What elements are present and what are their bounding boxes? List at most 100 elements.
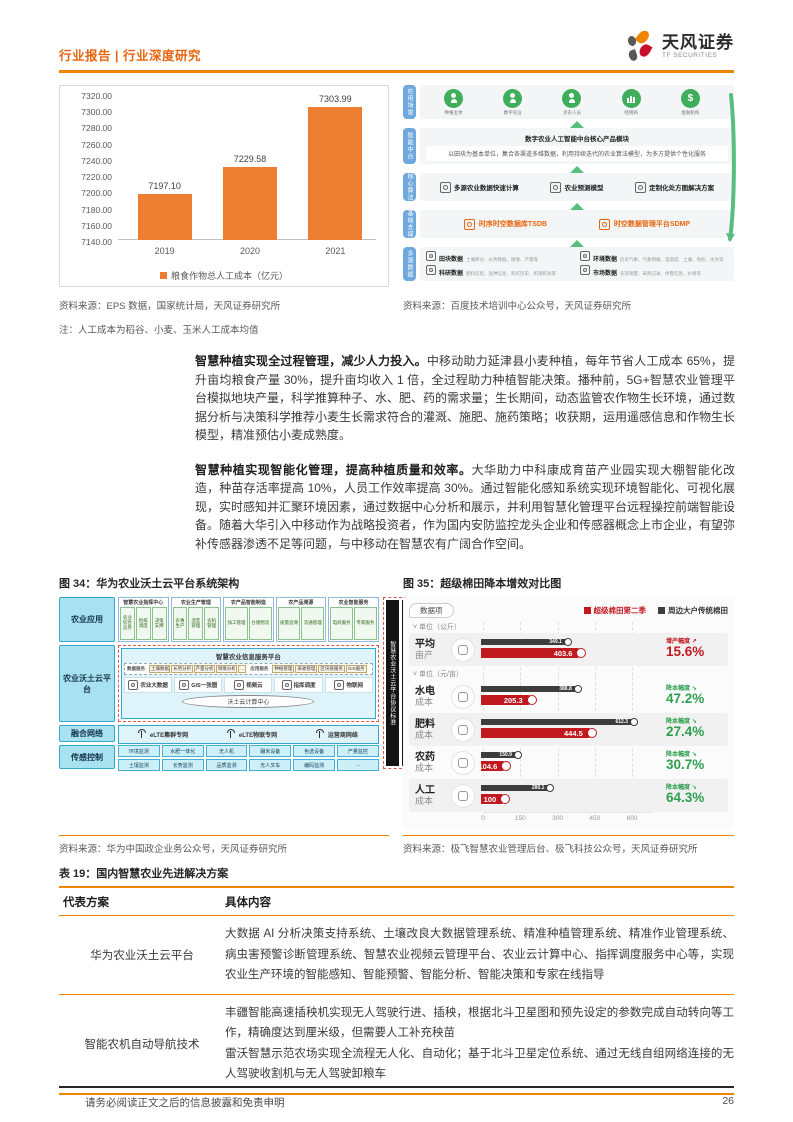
capability-item: 物联网 xyxy=(324,677,373,694)
sensor-chip: 无人叉车 xyxy=(249,759,292,771)
network-label: 运营商网络 xyxy=(327,733,358,739)
infrastructure-row: 基础支撑 时序时空数据库TSDB 时空数据管理平台SDMP xyxy=(403,210,734,238)
paragraph-text: 大华助力中科康成育苗产业园实现大棚智能化改造，种苗存活率提高 10%，人员工作效… xyxy=(195,462,736,551)
compute-center: 沃土云计算中心 xyxy=(182,695,315,709)
infra-label: 时空数据管理平台SDMP xyxy=(613,221,691,228)
legend-super-cotton: 超级棉田第二季 xyxy=(583,605,646,616)
chart-note: 注：人工成本为稻谷、小麦、玉米人工成本均值 xyxy=(59,325,259,336)
scale-icon xyxy=(451,637,475,662)
traditional-bar: 612.3 xyxy=(481,718,638,726)
chart-icon xyxy=(621,89,641,108)
grain-cost-chart-plot: 7320.00 7300.00 7280.00 7260.00 7240.00 7220.… xyxy=(68,91,380,262)
cotton-metric-row: 水电 成本 388.8 205.3 降本幅度 ↘ 47.2% xyxy=(409,680,728,713)
super-value-label: 444.5 xyxy=(563,729,583,738)
brand-text: 天风证券 TF SECURITIES xyxy=(662,34,734,60)
application-submodule: 电商服务 xyxy=(330,607,353,641)
badge-percentage: 15.6% xyxy=(666,644,705,660)
fig35-column: 图 35：超级棉田降本增效对比图 数据项 超级棉田第二季 周边大户传统棉田 ˅ … xyxy=(403,575,734,855)
grain-cost-chart: 7320.00 7300.00 7280.00 7260.00 7240.00 7220.… xyxy=(59,85,389,287)
database-icon xyxy=(598,218,610,230)
data-item-button[interactable]: 数据项 xyxy=(409,603,454,618)
table-cell-scheme: 华为农业沃土云平台 xyxy=(90,949,194,962)
header-divider xyxy=(59,70,734,73)
solutions-table-body: 华为农业沃土云平台 大数据 AI 分析决策支持系统、土壤改良大数据管理系统、精准种… xyxy=(59,916,734,1093)
fertilizer-icon xyxy=(451,717,475,742)
layer-label: 融合网络 xyxy=(59,725,115,742)
algorithm-label: 农业预测模型 xyxy=(564,185,604,192)
converged-network-row-body: eLTE集群专网 eLTE物联专网 运营商网络 xyxy=(118,725,379,744)
section-pill: 应用场景 xyxy=(403,85,416,119)
y-axis-tick-label: 7260.00 xyxy=(81,139,112,150)
network-item: eLTE集群专网 xyxy=(137,729,188,739)
up-arrow-icon xyxy=(420,164,734,173)
brand-logo: 天风证券 TF SECURITIES xyxy=(626,28,734,64)
water-icon xyxy=(451,684,475,709)
cloud-platform-row: 农业沃土云平台 智慧农业信息服务平台 数据服务 土壤数据 长势分析 产量分析 墒情分析… 应用… xyxy=(59,645,379,722)
layer-label: 传感控制 xyxy=(59,745,115,769)
fig35-source: 资料来源：极飞智慧农业管理后台、极飞科技公众号，天风证券研究所 xyxy=(403,835,734,855)
core-algorithm-row: 核心算法 多源农业数据快速计算 农业预测模型 定制化处方图解决方案 xyxy=(403,173,734,201)
infra-label: 时序时空数据库TSDB xyxy=(478,221,547,228)
x-axis: 0 150 300 450 600 xyxy=(481,812,652,826)
y-axis-tick-label: 7300.00 xyxy=(81,107,112,118)
capability-item: GIS一张图 xyxy=(174,677,223,694)
table-header-scheme: 代表方案 xyxy=(63,897,109,909)
metric-label: 平均 亩产 xyxy=(409,639,449,661)
metric-bars: 612.3 444.5 xyxy=(481,713,652,746)
application-submodule: 专家服务 xyxy=(353,607,377,641)
metric-label-line2: 成本 xyxy=(415,763,434,774)
up-arrow-icon xyxy=(420,201,734,210)
fig35-title: 图 35：超级棉田降本增效对比图 xyxy=(403,578,562,590)
change-badge: 降本幅度 ↘ 27.4% xyxy=(652,719,728,740)
application-submodule: 农事生产 xyxy=(172,607,188,641)
application-module-title: 农产品智能制造 xyxy=(230,600,266,606)
source-row: 资料来源：EPS 数据，国家统计局，天风证券研究所 资料来源：百度技术培训中心公… xyxy=(59,298,734,312)
sensor-chip: 无人机 xyxy=(205,745,248,757)
service-chip: 长势分析 xyxy=(171,665,193,674)
y-axis-tick-label: 7220.00 xyxy=(81,172,112,183)
up-arrow-icon xyxy=(420,119,734,128)
badge-percentage: 27.4% xyxy=(666,724,705,740)
section-pill: 多源数据 xyxy=(403,247,416,281)
super-cotton-bar: 104.6 xyxy=(478,761,512,771)
table-content-paragraph: 大数据 AI 分析决策支持系统、土壤改良大数据管理系统、精准种植管理系统、精准作… xyxy=(225,928,734,981)
sensor-chip: 色选设备 xyxy=(293,745,335,757)
network-item: 运营商网络 xyxy=(315,729,358,739)
service-chip: … xyxy=(238,665,247,674)
algorithm-label: 定制化处方图解决方案 xyxy=(649,185,715,192)
sensor-row: 土壤监测 长势监测 品质监测 无人叉车 编码监测… xyxy=(118,759,379,771)
data-source-desc: 肥料信息、品种信息、购买历史、积温积光等 xyxy=(466,271,557,276)
module-icon xyxy=(550,181,562,193)
metric-label-line2: 成本 xyxy=(415,730,434,741)
metric-bars: 349.1 403.6 xyxy=(481,633,652,666)
brand-name-en: TF SECURITIES xyxy=(662,52,718,60)
metric-label-line1: 人工 xyxy=(415,784,435,796)
brand-name-cn: 天风证券 xyxy=(662,33,734,53)
cotton-chart-rows: ˅ 单位（公斤） 平均 亩产 349.1 403.6 增产幅度 ↗ 15.6% ˅ 单位（元/… xyxy=(409,622,728,826)
y-axis-tick-label: 7280.00 xyxy=(81,123,112,134)
algorithm-label: 多源农业数据快速计算 xyxy=(453,185,519,192)
fig34-source: 资料来源：华为中国政企业务公众号，天风证券研究所 xyxy=(59,835,389,855)
page-number: 26 xyxy=(722,1095,734,1107)
paragraph-text: 中移动助力延津县小麦种植，每年节省人工成本 65%，提升亩均粮食产量 30%，提… xyxy=(195,354,736,442)
antenna-icon xyxy=(226,729,236,738)
network-items: eLTE集群专网 eLTE物联专网 运营商网络 xyxy=(118,725,379,744)
x-axis-tick-label: 150 xyxy=(514,815,526,822)
super-value-label: 104.6 xyxy=(478,762,498,771)
metric-label-line1: 农药 xyxy=(415,751,435,763)
service-chip: 土壤数据 xyxy=(149,665,171,674)
metric-label-line2: 成本 xyxy=(415,796,434,807)
algorithm-item: 定制化处方图解决方案 xyxy=(635,181,715,193)
table-title: 表 19：国内智慧农业先进解决方案 xyxy=(59,868,229,880)
legend-traditional-cotton: 周边大户传统棉田 xyxy=(658,605,728,616)
service-chip: 种植管理 xyxy=(272,665,295,674)
service-chip: 区块链服务 xyxy=(318,665,345,674)
cotton-metric-row: 平均 亩产 349.1 403.6 增产幅度 ↗ 15.6% xyxy=(409,633,728,666)
database-icon xyxy=(463,218,475,230)
table-header-row: 代表方案 具体内容 xyxy=(59,888,734,916)
capability-label: 指挥调度 xyxy=(293,683,316,690)
bottom-figure-row: 图 34：华为农业沃土云平台系统架构 农业应用 智慧农业指挥中心 农业综合态势 指挥调… xyxy=(59,575,734,855)
tf-securities-logo-icon xyxy=(626,28,656,64)
capability-item: 指挥调度 xyxy=(274,677,323,694)
module-icon xyxy=(635,181,647,193)
